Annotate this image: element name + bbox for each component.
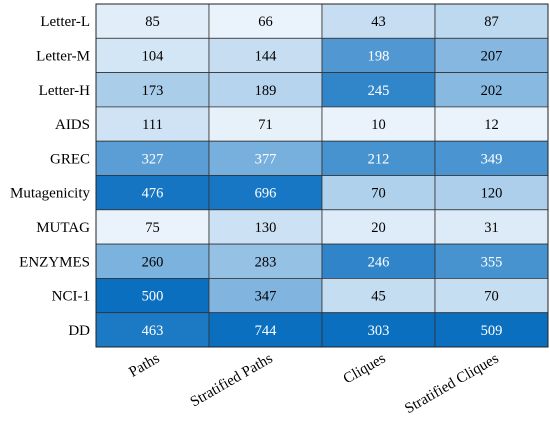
heatmap-cell-value: 327 [142, 151, 164, 167]
heatmap-cell [434, 140, 549, 176]
heatmap-cell [208, 175, 323, 211]
heatmap-cell-value: 130 [255, 220, 277, 236]
heatmap-cell-value: 260 [142, 254, 164, 270]
row-label: Letter-L [40, 14, 90, 30]
heatmap-cell [208, 37, 323, 73]
heatmap-cell-value: 85 [145, 14, 160, 30]
heatmap-cell-value: 111 [142, 117, 163, 133]
heatmap-cell-value: 509 [481, 323, 503, 339]
heatmap-cell-value: 87 [484, 14, 499, 30]
heatmap-cell-value: 144 [255, 48, 278, 64]
heatmap-cell [95, 312, 210, 348]
heatmap-cell [321, 175, 436, 211]
heatmap-cell [208, 312, 323, 348]
heatmap-cell-value: 20 [371, 220, 386, 236]
heatmap-cell [321, 243, 436, 279]
heatmap-cell [434, 312, 549, 348]
heatmap-cell [95, 3, 210, 39]
heatmap-cell [208, 72, 323, 108]
heatmap-cell-value: 355 [481, 254, 503, 270]
heatmap-cell [95, 243, 210, 279]
heatmap-cell-value: 212 [368, 151, 390, 167]
heatmap-cell-value: 198 [368, 48, 390, 64]
heatmap-cell [208, 106, 323, 142]
heatmap-cell [434, 72, 549, 108]
heatmap-cell [321, 209, 436, 245]
heatmap-cell-value: 245 [368, 83, 390, 99]
heatmap-cell-value: 75 [145, 220, 160, 236]
row-label: MUTAG [36, 220, 90, 236]
row-labels: Letter-L Letter-M Letter-H AIDS GREC Mutageni… [10, 14, 90, 339]
heatmap-cell-value: 303 [368, 323, 390, 339]
heatmap-cell [434, 37, 549, 73]
heatmap-cell-value: 173 [142, 83, 164, 99]
heatmap-cell [321, 140, 436, 176]
heatmap-cell [95, 209, 210, 245]
row-label: GREC [50, 151, 90, 167]
heatmap-cell-value: 10 [371, 117, 386, 133]
heatmap-cell-value: 283 [255, 254, 277, 270]
heatmap-cell-value: 71 [258, 117, 273, 133]
row-label: AIDS [55, 117, 90, 133]
row-label: Letter-M [36, 48, 90, 64]
heatmap-cell-value: 349 [481, 151, 503, 167]
heatmap-cell [434, 277, 549, 314]
column-label: Stratified Cliques [402, 351, 501, 418]
heatmap-cell-value: 347 [255, 289, 277, 305]
heatmap-cell-value: 70 [371, 186, 386, 202]
heatmap-cell-value: 31 [484, 220, 499, 236]
heatmap-cell [321, 312, 436, 348]
row-label: ENZYMES [19, 254, 90, 270]
heatmap-cell [434, 209, 549, 245]
column-label: Stratified Paths [188, 351, 276, 411]
heatmap-cell-value: 476 [142, 186, 164, 202]
heatmap-cell-value: 377 [255, 151, 277, 167]
row-label: NCI-1 [52, 289, 90, 305]
row-label: Mutagenicity [10, 186, 90, 202]
column-labels: Paths Stratified Paths Cliques Stratified C… [126, 351, 501, 418]
heatmap-cell [208, 3, 323, 39]
heatmap-cell [434, 106, 549, 142]
heatmap-cell [208, 140, 323, 176]
heatmap-cell-value: 246 [368, 254, 390, 270]
column-label: Cliques [341, 351, 389, 388]
column-label: Paths [126, 351, 162, 381]
heatmap-cell-value: 70 [484, 289, 499, 305]
heatmap-cell-value: 66 [258, 14, 273, 30]
heatmap-cell-value: 120 [481, 186, 503, 202]
row-label: DD [68, 323, 90, 339]
heatmap-cell-value: 500 [142, 289, 164, 305]
heatmap-cell-value: 45 [371, 289, 386, 305]
heatmap-cell-value: 207 [481, 48, 503, 64]
heatmap-cell-value: 744 [255, 323, 278, 339]
heatmap-cell [434, 3, 549, 39]
heatmap-cells: 85 66 43 87 104 144 198 207 173 189 245 202 111 71 10 1… [95, 3, 549, 348]
heatmap-cell [95, 175, 210, 211]
heatmap-cell-value: 12 [484, 117, 499, 133]
heatmap-cell-value: 696 [255, 186, 277, 202]
heatmap-cell-value: 43 [371, 14, 386, 30]
heatmap-cell-value: 189 [255, 83, 277, 99]
heatmap-cell-value: 202 [481, 83, 503, 99]
heatmap-border [95, 3, 549, 348]
heatmap-cell-value: 104 [142, 48, 165, 64]
heatmap-cell-value: 463 [142, 323, 164, 339]
row-label: Letter-H [39, 83, 91, 99]
